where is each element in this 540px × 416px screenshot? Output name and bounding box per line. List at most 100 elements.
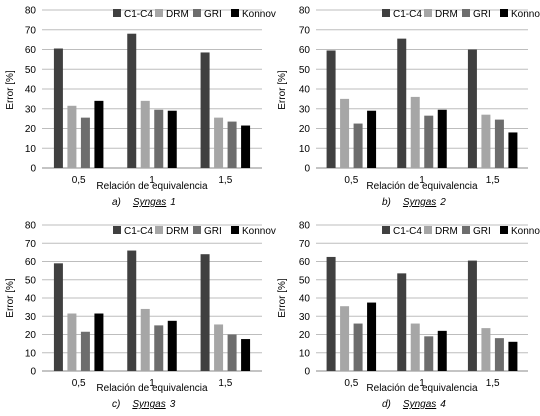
y-tick-label: 70	[299, 239, 311, 250]
bar-gri-3	[494, 119, 504, 168]
bar-drm-3	[481, 328, 491, 371]
legend-swatch	[193, 9, 201, 17]
y-axis-title: Error [%]	[277, 70, 288, 110]
y-tick-label: 50	[299, 65, 311, 76]
legend-swatch	[113, 9, 121, 17]
y-tick-label: 30	[299, 312, 311, 323]
y-tick-label: 60	[299, 45, 311, 56]
bar-konnov-2	[167, 320, 177, 371]
legend-swatch	[462, 226, 470, 234]
caption-number: 4	[440, 399, 446, 410]
y-tick-label: 80	[299, 221, 311, 232]
caption-number: 3	[170, 399, 176, 410]
legend-label: C1-C4	[393, 226, 422, 237]
x-tick-label: 1	[149, 378, 155, 389]
panel-caption: b) Syngas 2	[382, 197, 446, 208]
y-axis-title: Error [%]	[5, 70, 16, 110]
bar-gri-3	[227, 121, 237, 168]
y-tick-label: 10	[299, 144, 311, 155]
y-tick-label: 40	[25, 85, 37, 96]
bar-gri-1	[80, 117, 90, 168]
y-tick-label: 30	[25, 312, 37, 323]
bar-gri-2	[154, 109, 164, 168]
legend-label: DRM	[435, 9, 458, 20]
caption-letter: b)	[382, 197, 391, 208]
legend-label: Konnov	[242, 9, 276, 20]
legend-label: C1-C4	[124, 226, 153, 237]
legend: C1-C4 DRM GRI Konnov	[113, 226, 276, 237]
y-tick-label: 30	[299, 104, 311, 115]
y-tick-label: 50	[25, 275, 37, 286]
panel-caption: c) Syngas 3	[112, 399, 176, 410]
legend-swatch	[155, 9, 163, 17]
y-tick-label: 0	[304, 164, 310, 175]
bar-c1-c4-1	[53, 263, 63, 371]
y-tick-label: 80	[25, 6, 37, 17]
legend-swatch	[113, 226, 121, 234]
bar-c1-c4-1	[326, 256, 336, 371]
legend-swatch	[382, 9, 390, 17]
legend-label: GRI	[473, 9, 491, 20]
bar-konnov-3	[508, 132, 518, 168]
caption-number: 1	[170, 197, 176, 208]
bar-drm-1	[67, 105, 77, 168]
chart-panel-4: 0 10 20 30 40 50 60 70 80 0,5 1 1,5 Relación de equi…	[277, 221, 540, 411]
bar-konnov-2	[437, 330, 447, 371]
bar-konnov-2	[167, 110, 177, 168]
bar-c1-c4-3	[200, 52, 210, 168]
y-tick-label: 10	[25, 144, 37, 155]
y-tick-label: 10	[299, 348, 311, 359]
x-tick-label: 1	[149, 175, 155, 186]
x-tick-label: 0,5	[72, 378, 86, 389]
bar-drm-2	[410, 323, 420, 371]
bar-c1-c4-3	[467, 260, 477, 371]
legend-label: DRM	[435, 226, 458, 237]
x-tick-label: 1	[419, 175, 425, 186]
y-tick-label: 0	[30, 164, 36, 175]
legend-label: C1-C4	[393, 9, 422, 20]
y-tick-label: 40	[299, 294, 311, 305]
legend-label: Konnov	[511, 9, 540, 20]
bar-konnov-3	[241, 125, 251, 168]
y-tick-label: 20	[25, 330, 37, 341]
bar-gri-2	[154, 325, 164, 371]
bar-c1-c4-2	[127, 33, 137, 169]
x-tick-label: 0,5	[344, 175, 358, 186]
y-tick-label: 60	[299, 257, 311, 268]
caption-name: Syngas	[132, 399, 165, 410]
caption-letter: c)	[112, 399, 120, 410]
bar-drm-1	[340, 306, 350, 371]
bar-drm-1	[340, 98, 350, 168]
bar-gri-2	[424, 115, 434, 168]
x-axis-title: Relación de equivalencia	[366, 383, 478, 394]
bar-konnov-3	[241, 339, 251, 371]
legend: C1-C4 DRM GRI Konnov	[382, 226, 540, 237]
legend-swatch	[462, 9, 470, 17]
bar-gri-3	[494, 338, 504, 371]
y-tick-label: 80	[299, 6, 311, 17]
legend-swatch	[193, 226, 201, 234]
legend-label: Konnov	[242, 226, 276, 237]
y-axis-title: Error [%]	[277, 278, 288, 318]
bar-drm-3	[214, 324, 224, 371]
legend-label: GRI	[204, 226, 222, 237]
caption-letter: d)	[382, 399, 391, 410]
y-tick-label: 20	[25, 124, 37, 135]
chart-panel-2: 0 10 20 30 40 50 60 70 80 0,5 1 1,5 Relación de equi…	[277, 6, 540, 209]
bar-konnov-2	[437, 109, 447, 168]
bar-drm-2	[410, 96, 420, 168]
y-tick-label: 20	[299, 124, 311, 135]
bar-c1-c4-2	[127, 250, 137, 371]
bar-gri-1	[353, 323, 363, 371]
x-tick-label: 1,5	[486, 378, 500, 389]
caption-name: Syngas	[403, 399, 436, 410]
chart-panel-3: 0 10 20 30 40 50 60 70 80 0,5 1 1,5 Relación de equi…	[5, 221, 276, 411]
legend-swatch	[231, 9, 239, 17]
legend-label: GRI	[204, 9, 222, 20]
legend-label: DRM	[166, 9, 189, 20]
y-tick-label: 50	[299, 275, 311, 286]
legend-swatch	[500, 226, 508, 234]
legend: C1-C4 DRM GRI Konnov	[382, 9, 540, 20]
bar-drm-3	[481, 114, 491, 168]
